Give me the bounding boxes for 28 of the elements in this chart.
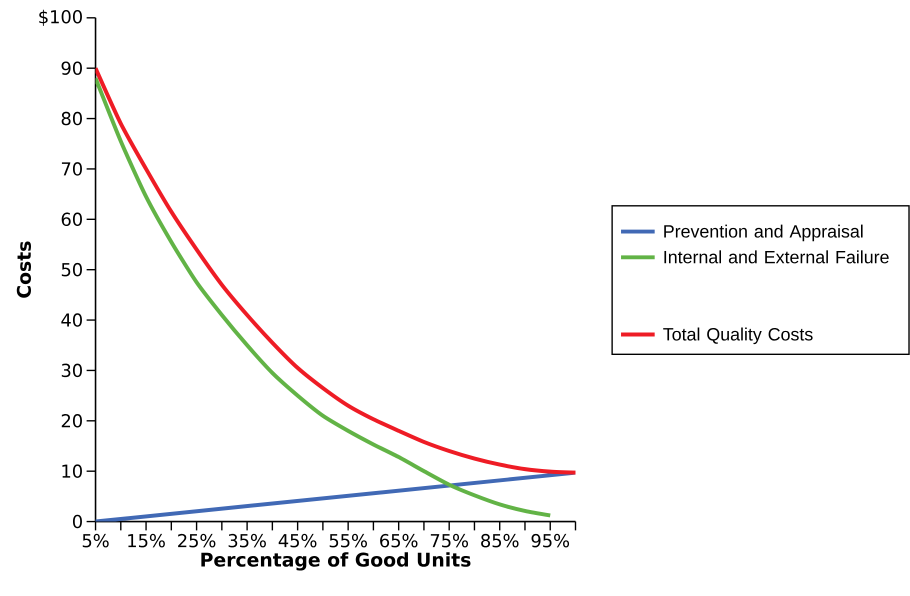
legend-label: Prevention and Appraisal (664, 224, 863, 242)
y-tick-label: 50 (62, 263, 82, 277)
y-tick-label: 10 (62, 464, 82, 478)
x-tick-label: 15% (128, 534, 165, 548)
y-tick-label: 20 (62, 414, 82, 428)
y-tick-label: 60 (62, 212, 82, 226)
x-tick-label: 5% (82, 534, 109, 548)
x-tick-label: 65% (380, 534, 418, 548)
legend-label: Internal and External Failure (664, 250, 889, 264)
x-axis-title: Percentage of Good Units (201, 552, 470, 571)
y-tick-label: 70 (62, 162, 82, 176)
x-tick-label: 85% (481, 534, 519, 548)
x-tick-label: 25% (178, 534, 216, 548)
line-series (96, 66, 576, 475)
legend-label: Total Quality Costs (663, 328, 813, 344)
y-tick-label: 40 (61, 313, 82, 327)
y-tick-label: 90 (62, 62, 82, 76)
x-tick-label: 95% (532, 534, 570, 548)
x-tick-label: 45% (278, 534, 316, 548)
y-axis-title: Costs (16, 242, 32, 298)
y-tick-label: 0 (72, 514, 82, 528)
y-tick-label: 80 (62, 112, 82, 126)
y-tick-label: $100 (39, 10, 82, 26)
y-tick-label: 30 (62, 364, 82, 378)
line-series (96, 76, 552, 518)
x-tick-label: 55% (330, 534, 367, 548)
x-tick-label: 35% (228, 534, 266, 548)
x-tick-label: 75% (430, 534, 468, 548)
